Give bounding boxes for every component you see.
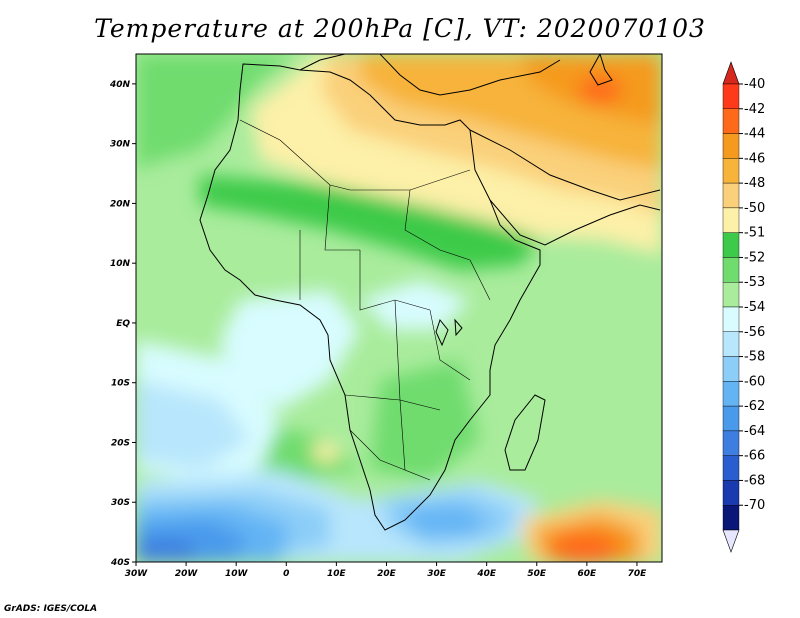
lon-tick-group: 30W 20W 10W 0 10E 20E 30E 40E 50E 60E 70E [125,562,647,579]
colorbar-swatch [722,505,740,531]
colorbar-swatch [722,430,740,456]
colorbar-label: -52 [744,250,765,265]
colorbar-swatch [722,108,740,134]
colorbar-label: -44 [744,127,765,142]
colorbar-swatch [722,257,740,283]
colorbar-label: -51 [744,226,765,241]
lon-tick-label: 20W [175,569,199,579]
lat-tick-label: 40S [110,558,130,568]
colorbar-label: -66 [744,449,765,464]
colorbar-swatch [722,356,740,382]
lon-tick-label: 60E [578,569,598,579]
colorbar-swatch [722,133,740,159]
colorbar-label: -53 [744,275,765,290]
lon-tick-label: 30W [125,569,149,579]
colorbar-swatch [722,480,740,506]
africa-coastline [199,63,541,531]
colorbar-label: -60 [744,374,765,389]
lon-tick-label: 10W [225,569,249,579]
great-lakes [435,318,463,347]
colorbar-label: -54 [744,300,765,315]
map-frame [135,53,663,563]
colorbar-swatch [722,306,740,332]
colorbar-swatch [722,455,740,481]
colorbar-label: -70 [744,498,765,513]
lat-tick-group: 40N 30N 20N 10N EQ 10S 20S 30S 40S [109,80,136,568]
lat-tick-label: 20N [110,199,131,209]
arabia-coastline [469,129,661,246]
lon-tick-label: 30E [427,569,447,579]
colorbar-label: -40 [744,77,765,92]
colorbar-label: -64 [744,424,765,439]
inner-borders [239,119,491,481]
lat-tick-label: 20S [111,438,130,448]
colorbar-label: -58 [744,350,765,365]
colorbar-label: -56 [744,325,765,340]
lon-tick-label: 50E [527,569,547,579]
lat-tick-label: 40N [109,80,131,90]
colorbar-label: -68 [744,473,765,488]
lat-tick-label: EQ [116,319,130,329]
credit-text: GrADS: IGES/COLA [4,604,98,614]
colorbar-swatch [722,331,740,357]
colorbar: -40 -42 -44 -46 -48 -50 -51 -52 -53 -54 -56 -58 -60 -… [722,61,765,553]
colorbar-label: -50 [744,201,765,216]
colorbar-label: -46 [744,151,765,166]
madagascar-coastline [504,394,546,471]
colorbar-swatch [722,282,740,308]
lon-tick-label: 20E [377,569,397,579]
lat-tick-label: 10N [110,259,131,269]
colorbar-under-arrow [722,529,740,553]
colorbar-label: -62 [744,399,765,414]
colorbar-label: -42 [744,102,765,117]
lat-tick-label: 30N [110,140,131,150]
lon-tick-label: 70E [628,569,648,579]
lon-tick-label: 0 [283,569,289,579]
lon-tick-label: 40E [476,569,497,579]
lat-tick-label: 30S [111,498,130,508]
colorbar-swatch [722,232,740,258]
colorbar-swatch [722,381,740,407]
colorbar-swatch [722,158,740,184]
colorbar-swatch [722,405,740,432]
colorbar-swatch [722,182,740,209]
colorbar-over-arrow [722,61,740,85]
map-title: Temperature at 200hPa [C], VT: 202007010… [94,14,706,43]
colorbar-swatch [722,207,740,233]
lon-tick-label: 10E [327,569,347,579]
caspian-sea [589,54,613,86]
colorbar-swatch [722,83,740,109]
map-coastlines [199,54,661,531]
colorbar-label: -48 [744,176,765,191]
temperature-field [136,54,662,562]
lat-tick-label: 10S [111,379,130,389]
mediterranean-north [299,54,561,96]
